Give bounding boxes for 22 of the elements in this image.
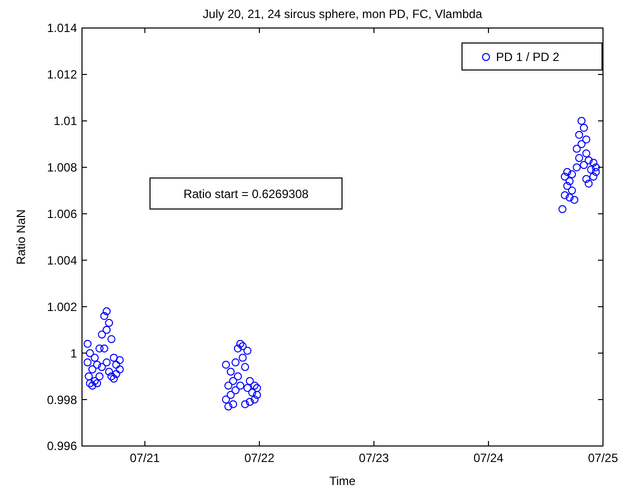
x-tick-label: 07/21 <box>130 451 160 465</box>
y-tick-label: 1.01 <box>54 114 78 128</box>
legend: PD 1 / PD 2 <box>462 42 602 70</box>
y-axis-title: Ratio NaN <box>14 209 28 265</box>
x-tick-label: 07/23 <box>358 451 390 465</box>
y-tick-label: 1.008 <box>46 160 78 175</box>
x-tick-label: 07/25 <box>588 451 618 465</box>
text-box: Ratio start = 0.6269308 <box>150 178 342 210</box>
y-tick-label: 1 <box>70 346 78 360</box>
x-tick-label: 07/22 <box>244 451 275 465</box>
y-tick-label: 0.998 <box>46 392 78 407</box>
y-tick-label: 1.006 <box>46 206 78 221</box>
y-tick-label: 1.014 <box>46 21 78 36</box>
legend-label: PD 1 / PD 2 <box>496 50 560 64</box>
y-tick-label: 1.002 <box>46 300 78 314</box>
x-axis-title: Time <box>329 474 356 488</box>
y-tick-label: 0.996 <box>46 439 78 454</box>
x-tick-label: 07/24 <box>473 451 504 465</box>
y-tick-label: 1.004 <box>46 253 78 268</box>
annotation: Ratio start = 0.6269308 <box>183 187 309 201</box>
chart-title: July 20, 21, 24 sircus sphere, mon PD, FC, Vlambda <box>202 7 483 21</box>
y-tick-label: 1.012 <box>46 68 78 82</box>
